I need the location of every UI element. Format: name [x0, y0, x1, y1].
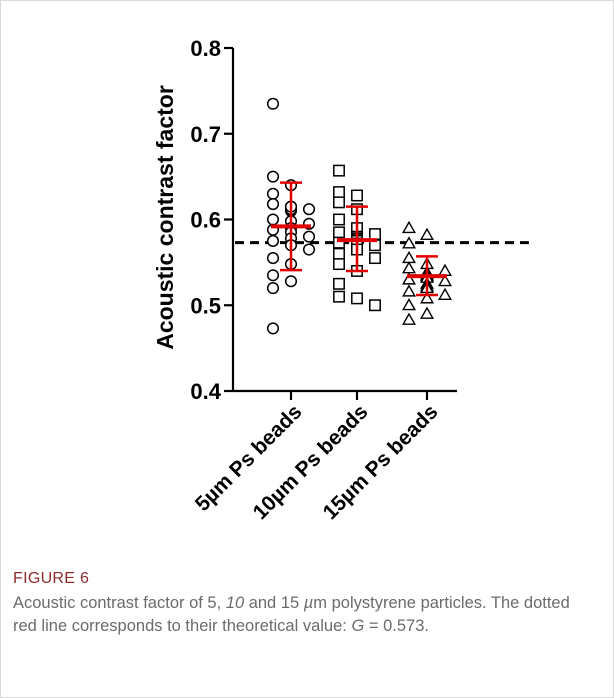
data-point: [333, 247, 345, 260]
data-point: [333, 258, 345, 271]
data-point: [369, 228, 381, 241]
x-category-label: 10µm Ps beads: [249, 400, 373, 524]
data-point: [369, 252, 381, 265]
data-point: [266, 282, 280, 295]
caption-text-part: m polystyrene particles. The dotted red …: [13, 594, 570, 635]
data-point: [401, 272, 417, 285]
data-point: [401, 250, 417, 264]
data-point: [437, 274, 453, 287]
data-point: [266, 198, 280, 211]
y-axis-label: Acoustic contrast factor: [152, 85, 178, 350]
data-point: [369, 299, 381, 312]
caption-text-part: Acoustic contrast factor of 5,: [13, 594, 226, 612]
data-point: [333, 186, 345, 199]
data-point: [266, 187, 280, 200]
data-point: [333, 290, 345, 303]
data-point: [302, 230, 316, 243]
axis-layer: [224, 46, 457, 400]
data-point: [401, 236, 417, 249]
chart-area: 0.4 0.5 0.6 0.7 0.8 Acoustic contrast factor 5…: [1, 1, 614, 566]
mean-sd-layer: [271, 181, 447, 297]
points-layer: [266, 97, 453, 335]
data-point: [401, 298, 417, 311]
data-point: [333, 164, 345, 177]
data-point: [266, 170, 280, 183]
data-point: [419, 306, 435, 319]
caption-unit-italic: µ: [303, 594, 314, 612]
data-point: [333, 226, 345, 239]
data-point: [351, 292, 363, 305]
data-point: [302, 243, 316, 256]
y-tick-label: 0.7: [190, 122, 221, 147]
data-point: [266, 97, 280, 110]
data-point: [419, 227, 435, 240]
data-point: [401, 284, 417, 297]
caption-text: Acoustic contrast factor of 5, 10 and 15…: [13, 592, 598, 638]
y-tick-label: 0.4: [190, 379, 221, 404]
data-point: [333, 277, 345, 290]
data-point: [401, 261, 417, 274]
data-point: [266, 213, 280, 226]
data-point: [266, 269, 280, 282]
data-point: [401, 220, 417, 234]
data-point: [419, 291, 435, 304]
data-point: [333, 213, 345, 226]
data-point: [302, 203, 316, 216]
data-point: [266, 234, 280, 247]
data-point: [266, 252, 280, 265]
caption-label: FIGURE 6: [13, 570, 90, 587]
y-tick-label: 0.5: [190, 293, 221, 318]
y-tick-label: 0.8: [190, 36, 221, 61]
data-point: [284, 275, 298, 288]
caption-variable-italic: G: [351, 617, 365, 635]
data-point: [437, 263, 453, 276]
caption-text-part: and 15: [244, 594, 304, 612]
data-point: [401, 312, 417, 325]
caption-text-part: = 0.573.: [364, 617, 429, 635]
data-point: [333, 196, 345, 209]
data-point: [437, 287, 453, 301]
data-point: [266, 322, 280, 335]
caption-text-italic: 10: [225, 594, 245, 612]
y-tick-label: 0.6: [190, 208, 221, 233]
data-point: [351, 189, 363, 202]
figure-caption: FIGURE 6 Acoustic contrast factor of 5, …: [13, 570, 598, 638]
